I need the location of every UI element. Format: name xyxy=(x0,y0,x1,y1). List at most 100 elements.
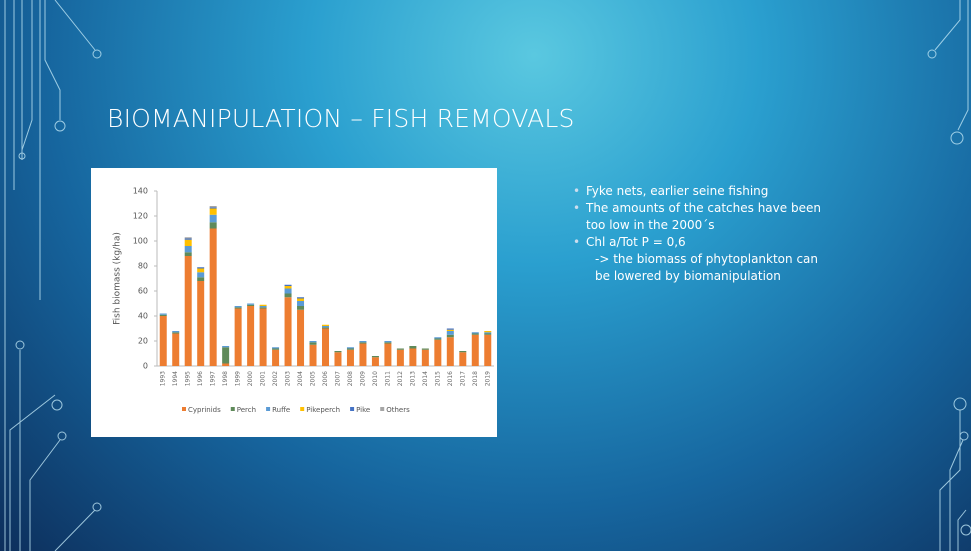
bar-segment xyxy=(197,267,205,269)
bar-segment xyxy=(297,297,305,299)
bar-segment xyxy=(259,304,267,306)
x-tick-label: 1996 xyxy=(197,371,204,386)
bar-segment xyxy=(184,239,192,246)
x-tick-label: 2001 xyxy=(260,371,267,386)
legend-swatch xyxy=(230,407,235,411)
x-tick-label: 1999 xyxy=(235,371,242,386)
bar-segment xyxy=(259,308,267,366)
bar-segment xyxy=(172,332,180,334)
x-tick-label: 2013 xyxy=(409,371,416,386)
bar-segment xyxy=(159,316,167,366)
bar-segment xyxy=(272,349,280,366)
x-tick-label: 2000 xyxy=(247,371,254,386)
x-tick-label: 2011 xyxy=(384,371,391,386)
x-tick-label: 2017 xyxy=(459,371,466,386)
legend-swatch xyxy=(182,407,186,411)
bar-segment xyxy=(359,343,367,366)
bar-segment xyxy=(459,351,467,353)
y-tick-label: 60 xyxy=(138,287,148,296)
x-tick-label: 2015 xyxy=(434,371,441,386)
bar-segment xyxy=(346,349,354,366)
bar-segment xyxy=(434,338,442,340)
bar-segment xyxy=(322,328,329,366)
legend-swatch xyxy=(300,407,305,411)
bar-segment xyxy=(184,237,192,239)
bar-segment xyxy=(409,348,417,366)
bar-segment xyxy=(346,347,354,349)
bar-segment xyxy=(209,207,217,209)
legend-label: Cyprinids xyxy=(188,406,221,414)
bar-segment xyxy=(234,306,242,308)
bullet: The amounts of the catches have been too… xyxy=(573,200,835,234)
bar-segment xyxy=(297,309,305,366)
x-tick-label: 2016 xyxy=(447,371,454,386)
legend-swatch xyxy=(266,407,271,411)
x-tick-label: 2002 xyxy=(272,371,279,386)
bar-segment xyxy=(184,252,192,256)
bar-segment xyxy=(421,349,429,366)
bar-segment xyxy=(459,352,467,366)
y-tick-label: 0 xyxy=(143,362,148,371)
bar-segment xyxy=(222,363,230,366)
circuit-decoration xyxy=(4,0,971,551)
bar-segment xyxy=(284,284,292,286)
bar-segment xyxy=(247,303,255,305)
bullet-list: Fyke nets, earlier seine fishing The amo… xyxy=(573,183,835,285)
bar-segment xyxy=(272,348,280,350)
sub-note: -> the biomass of phytoplankton can be l… xyxy=(573,251,835,285)
bar-segment xyxy=(446,337,454,366)
bar-segment xyxy=(234,307,242,309)
bar-segment xyxy=(484,331,492,333)
bar-segment xyxy=(172,331,180,333)
bar-segment xyxy=(209,206,217,208)
legend-label: Pike xyxy=(356,406,370,414)
bar-segment xyxy=(446,334,454,338)
bar-segment xyxy=(259,306,267,308)
y-tick-label: 120 xyxy=(133,212,148,221)
legend-swatch xyxy=(350,407,355,411)
legend-swatch xyxy=(380,407,385,411)
y-axis-label: Fish biomass (kg/ha) xyxy=(113,232,123,325)
bar-segment xyxy=(284,288,292,294)
bar-segment xyxy=(484,334,492,366)
x-tick-label: 2005 xyxy=(310,371,317,386)
bar-segment xyxy=(384,343,392,366)
bar-segment xyxy=(172,333,180,366)
x-tick-label: 2018 xyxy=(472,371,479,386)
bar-segment xyxy=(184,256,192,366)
y-tick-label: 40 xyxy=(138,312,148,321)
bar-segment xyxy=(471,332,479,334)
bar-segment xyxy=(371,356,379,358)
bar-segment xyxy=(359,342,367,344)
bar-segment xyxy=(346,348,354,350)
y-tick-label: 20 xyxy=(138,337,148,346)
bar-segment xyxy=(446,329,454,331)
x-tick-label: 2012 xyxy=(397,371,404,386)
bar-segment xyxy=(247,306,255,366)
bar-segment xyxy=(446,328,454,330)
bar-segment xyxy=(197,281,205,366)
bar-segment xyxy=(297,301,305,306)
bar-segment xyxy=(334,352,342,366)
y-tick-label: 100 xyxy=(133,237,148,246)
bar-segment xyxy=(234,308,242,366)
bar-segment xyxy=(197,277,205,281)
bullet: Fyke nets, earlier seine fishing xyxy=(573,183,835,200)
x-tick-label: 2004 xyxy=(297,371,304,386)
y-tick-label: 140 xyxy=(133,187,148,196)
bar-segment xyxy=(247,304,255,306)
bar-segment xyxy=(197,272,205,278)
bar-segment xyxy=(396,348,404,350)
bar-segment xyxy=(209,208,217,215)
bar-segment xyxy=(371,357,379,366)
bar-segment xyxy=(284,293,292,298)
bar-segment xyxy=(396,349,404,366)
bar-segment xyxy=(209,214,217,223)
bar-segment xyxy=(159,313,167,315)
bar-segment xyxy=(384,342,392,344)
legend-label: Others xyxy=(386,406,410,414)
y-tick-label: 80 xyxy=(138,262,148,271)
bar-segment xyxy=(322,324,329,326)
